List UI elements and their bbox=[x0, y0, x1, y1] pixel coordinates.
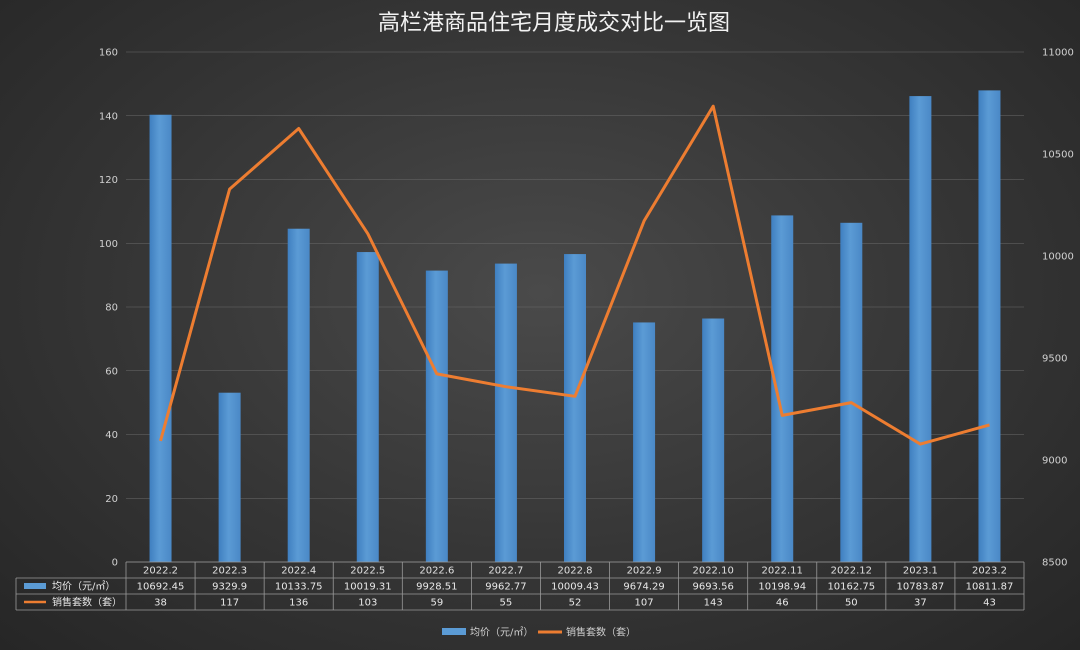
bar bbox=[909, 96, 932, 563]
right-tick-label: 10000 bbox=[1042, 252, 1074, 263]
table-cell-price: 10692.45 bbox=[137, 582, 185, 593]
table-cell-price: 9962.77 bbox=[485, 582, 526, 593]
category-label: 2023.1 bbox=[903, 566, 938, 577]
left-axis: 0 20 40 60 80 100 120 140 160 bbox=[99, 48, 118, 569]
table-series-name: 销售套数（套） bbox=[52, 596, 122, 609]
category-label: 2022.5 bbox=[350, 566, 385, 577]
left-tick-label: 160 bbox=[99, 48, 118, 59]
table-cell-price: 10162.75 bbox=[827, 582, 875, 593]
bar bbox=[356, 252, 379, 562]
table-cell-price: 10198.94 bbox=[758, 582, 806, 593]
table-swatch bbox=[24, 583, 46, 589]
right-tick-label: 9500 bbox=[1042, 354, 1067, 365]
table-cell-price: 10783.87 bbox=[897, 582, 945, 593]
right-tick-label: 9000 bbox=[1042, 456, 1067, 467]
table-cell-units: 143 bbox=[704, 598, 723, 609]
left-tick-label: 20 bbox=[105, 494, 118, 505]
category-label: 2022.10 bbox=[692, 566, 733, 577]
category-label: 2022.8 bbox=[558, 566, 593, 577]
table-cell-units: 52 bbox=[569, 598, 582, 609]
table-cell-units: 50 bbox=[845, 598, 858, 609]
table-cell-units: 136 bbox=[289, 598, 308, 609]
category-label: 2022.12 bbox=[831, 566, 872, 577]
table-cell-units: 107 bbox=[635, 598, 654, 609]
category-label: 2023.2 bbox=[972, 566, 1007, 577]
table-cell-price: 10133.75 bbox=[275, 582, 323, 593]
bar bbox=[149, 114, 172, 562]
bar bbox=[978, 90, 1001, 563]
line-series bbox=[159, 104, 990, 446]
table-series-name: 均价（元/㎡） bbox=[52, 581, 115, 593]
bar bbox=[218, 392, 241, 562]
table-cell-units: 117 bbox=[220, 598, 239, 609]
bar bbox=[633, 322, 656, 562]
legend-label-units: 销售套数（套） bbox=[566, 626, 636, 639]
bar bbox=[425, 270, 448, 562]
data-table: 2022.2 2022.3 2022.4 2022.5 2022.6 2022.7 2022… bbox=[15, 561, 1025, 611]
bar bbox=[564, 254, 586, 562]
category-label: 2022.7 bbox=[488, 566, 523, 577]
right-tick-label: 11000 bbox=[1042, 48, 1074, 59]
table-cell-units: 37 bbox=[914, 598, 927, 609]
table-cell-price: 10811.87 bbox=[966, 582, 1014, 593]
bar-series bbox=[149, 90, 1001, 563]
bar bbox=[494, 263, 517, 562]
left-tick-label: 140 bbox=[99, 111, 118, 122]
table-cell-units: 46 bbox=[776, 598, 789, 609]
left-tick-label: 0 bbox=[112, 558, 118, 569]
bar bbox=[771, 215, 794, 562]
table-cell-price: 9928.51 bbox=[416, 582, 457, 593]
category-label: 2022.3 bbox=[212, 566, 247, 577]
bar bbox=[287, 228, 310, 562]
table-cell-units: 38 bbox=[154, 598, 167, 609]
left-tick-label: 60 bbox=[105, 366, 118, 377]
table-cell-price: 10019.31 bbox=[344, 582, 392, 593]
table-cell-units: 55 bbox=[500, 598, 513, 609]
table-cell-units: 43 bbox=[983, 598, 996, 609]
legend-label-price: 均价（元/㎡） bbox=[470, 627, 533, 639]
category-label: 2022.2 bbox=[143, 566, 178, 577]
left-tick-label: 100 bbox=[99, 239, 118, 250]
legend: 均价（元/㎡） 销售套数（套） bbox=[442, 626, 636, 639]
category-label: 2022.9 bbox=[627, 566, 662, 577]
chart-title: 高栏港商品住宅月度成交对比一览图 bbox=[378, 11, 730, 36]
table-cell-price: 9693.56 bbox=[692, 582, 733, 593]
table-cell-price: 9329.9 bbox=[212, 582, 247, 593]
left-tick-label: 40 bbox=[105, 430, 118, 441]
right-axis: 8500 9000 9500 10000 10500 11000 bbox=[1042, 48, 1074, 569]
bar bbox=[840, 222, 863, 562]
left-tick-label: 120 bbox=[99, 175, 118, 186]
bar bbox=[702, 318, 725, 562]
table-cell-units: 59 bbox=[430, 598, 443, 609]
category-label: 2022.6 bbox=[419, 566, 454, 577]
left-tick-label: 80 bbox=[105, 303, 118, 314]
category-label: 2022.11 bbox=[762, 566, 803, 577]
right-tick-label: 10500 bbox=[1042, 150, 1074, 161]
category-label: 2022.4 bbox=[281, 566, 316, 577]
legend-swatch-price bbox=[442, 628, 466, 635]
table-cell-price: 10009.43 bbox=[551, 582, 599, 593]
table-cell-price: 9674.29 bbox=[623, 582, 664, 593]
table-cell-units: 103 bbox=[358, 598, 377, 609]
right-tick-label: 8500 bbox=[1042, 558, 1067, 569]
